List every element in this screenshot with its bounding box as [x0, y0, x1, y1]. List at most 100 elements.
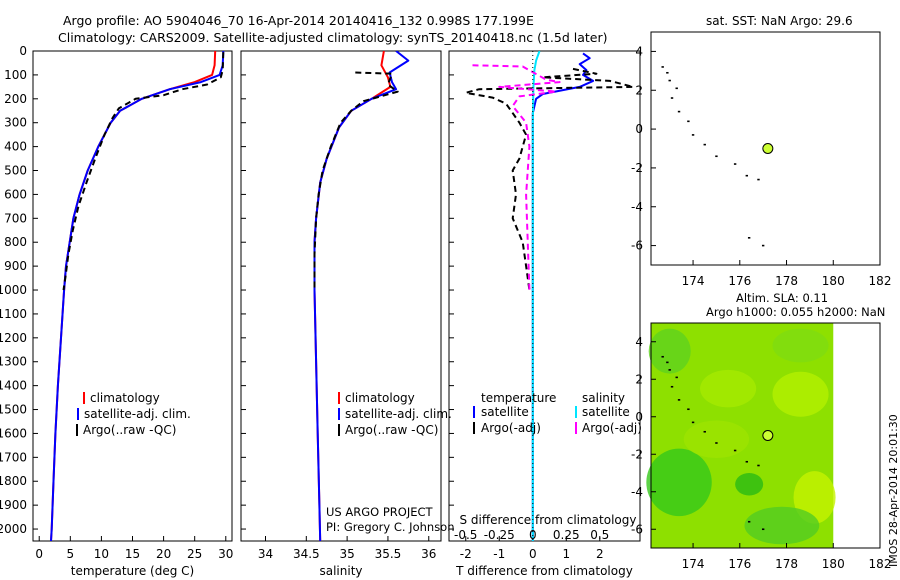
temperature-legend: climatology satellite-adj. clim. Argo(..…	[76, 391, 191, 437]
y-tick-label: -6	[631, 239, 643, 253]
sla-patch	[772, 328, 829, 363]
legend-argo-label: Argo(..raw -QC)	[345, 423, 438, 437]
sla-map-title-2: Argo h1000: 0.055 h2000: NaN	[706, 305, 885, 319]
x-tick-label: 34	[258, 547, 273, 561]
y-tick-label: 0	[635, 410, 643, 424]
x-tick-label: 10	[94, 547, 109, 561]
legend-clim-label: climatology	[90, 391, 160, 405]
side-stamp: IMOS 28-Apr-2014 20:01:30	[887, 414, 900, 567]
x-tick-label: 25	[187, 547, 202, 561]
top-axis-label: S difference from climatology	[460, 513, 637, 527]
x-tick-label: 182	[869, 557, 892, 571]
y-tick-label: 300	[4, 116, 27, 130]
track-point	[677, 110, 681, 113]
track-point	[687, 120, 690, 123]
x-tick-label: 178	[775, 557, 798, 571]
y-tick-label: 0	[19, 44, 27, 58]
x-tick-label: 15	[125, 547, 140, 561]
x-tick-label: 176	[728, 274, 751, 288]
track-point	[733, 163, 737, 165]
x-tick-label: 0	[529, 547, 537, 561]
float-position-marker	[762, 143, 774, 154]
sla-patch	[700, 369, 757, 408]
x-axis-label: salinity	[319, 564, 362, 578]
y-tick-label: 400	[4, 140, 27, 154]
sst-map-panel: 174 176 178 180 182 -6 -4 -2 0 2 4	[631, 31, 892, 288]
y-tick-label: 200	[4, 92, 27, 106]
plot-frame	[32, 50, 233, 542]
track-point	[668, 369, 671, 371]
legend-temp-argo-label: Argo(-adj)	[481, 421, 541, 435]
sla-map-title-1: Altim. SLA: 0.11	[736, 291, 828, 305]
title-line-2: Climatology: CARS2009. Satellite-adjuste…	[58, 30, 608, 45]
temperature-panel: 0 5 10 15 20 25 300100200300400500600700800900…	[0, 44, 233, 578]
y-tick-label: 500	[4, 164, 27, 178]
sla-patch	[646, 448, 712, 517]
track-point	[670, 385, 674, 388]
y-tick-label: 100	[4, 68, 27, 82]
y-tick-label: 1300	[0, 355, 27, 369]
y-tick-label: 1200	[0, 331, 27, 345]
series-group	[50, 51, 225, 541]
top-tick-label: 0	[529, 528, 537, 542]
track-point	[757, 178, 760, 181]
difference-legend: temperature salinity satellite Argo(-adj…	[473, 391, 642, 435]
x-tick-label: 35	[339, 547, 354, 561]
x-tick-label: 178	[775, 274, 798, 288]
y-tick-label: 4	[635, 44, 643, 58]
map-frame	[650, 31, 881, 266]
title-line-1: Argo profile: AO 5904046_70 16-Apr-2014 …	[63, 13, 534, 28]
track-point	[715, 155, 718, 158]
x-tick-label: 182	[869, 274, 892, 288]
x-tick-label: 180	[822, 557, 845, 571]
y-tick-label: 1600	[0, 426, 27, 440]
track-point	[677, 399, 681, 401]
track-point	[670, 97, 674, 99]
series-line-salinity-argo-adj-	[472, 64, 561, 291]
sla-map-panel: 174 176 178 180 182 -6 -4 -2 0 2 4	[631, 322, 892, 571]
y-tick-label: 2	[635, 83, 643, 97]
y-tick-label: 0	[635, 122, 643, 136]
y-tick-label: 800	[4, 235, 27, 249]
top-tick-label: 0.5	[590, 528, 609, 542]
y-tick-label: 1900	[0, 498, 27, 512]
x-tick-label: 34.5	[293, 547, 320, 561]
series-line-salinity-satellite	[531, 51, 541, 541]
x-tick-label: 180	[822, 274, 845, 288]
track-point	[691, 134, 695, 136]
track-point	[715, 442, 718, 444]
track-point	[745, 460, 749, 463]
top-tick-label: -0.25	[484, 528, 515, 542]
series-group	[464, 51, 635, 541]
x-tick-label: -1	[493, 547, 505, 561]
x-axis-label: temperature (deg C)	[71, 564, 194, 578]
x-tick-label: 174	[682, 557, 705, 571]
float-position-marker	[762, 430, 774, 441]
x-tick-label: 20	[156, 547, 171, 561]
legend-sat-label: satellite-adj. clim.	[345, 407, 452, 421]
track-point	[733, 449, 737, 452]
legend-temperature-heading: temperature	[481, 391, 556, 405]
y-tick-label: 1000	[0, 283, 27, 297]
y-tick-label: 600	[4, 187, 27, 201]
track-point	[687, 408, 690, 411]
series-group	[313, 51, 410, 541]
sla-patch	[735, 473, 764, 496]
y-tick-label: 1500	[0, 403, 27, 417]
track-point	[761, 528, 765, 531]
y-tick-label: -2	[631, 447, 643, 461]
track-point	[675, 376, 678, 379]
legend-salt-argo-label: Argo(-adj)	[582, 421, 642, 435]
series-line-temperature-satellite	[531, 52, 595, 541]
sla-patch	[772, 371, 829, 417]
legend-salt-sat-label: satellite	[582, 405, 630, 419]
top-tick-label: 0.25	[553, 528, 580, 542]
credit-line-1: US ARGO PROJECT	[326, 505, 434, 519]
sla-patch	[683, 420, 750, 458]
x-tick-label: 30	[218, 547, 233, 561]
y-tick-label: 1100	[0, 307, 27, 321]
track-point	[703, 143, 706, 146]
x-tick-label: -2	[460, 547, 472, 561]
series-line-argo-raw-qc-	[62, 52, 225, 291]
